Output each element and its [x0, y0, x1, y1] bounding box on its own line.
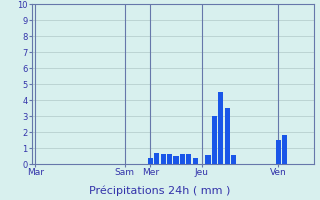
Bar — [225, 108, 230, 164]
Bar — [231, 155, 236, 164]
Bar — [212, 116, 217, 164]
Bar — [193, 158, 198, 164]
Bar — [148, 158, 153, 164]
Bar — [161, 154, 166, 164]
Bar — [180, 154, 185, 164]
Bar — [205, 155, 211, 164]
Bar — [276, 140, 281, 164]
Bar — [186, 154, 191, 164]
Bar — [154, 153, 159, 164]
Text: Précipitations 24h ( mm ): Précipitations 24h ( mm ) — [89, 186, 231, 196]
Bar — [282, 135, 287, 164]
Bar — [218, 92, 223, 164]
Bar — [167, 154, 172, 164]
Bar — [173, 156, 179, 164]
